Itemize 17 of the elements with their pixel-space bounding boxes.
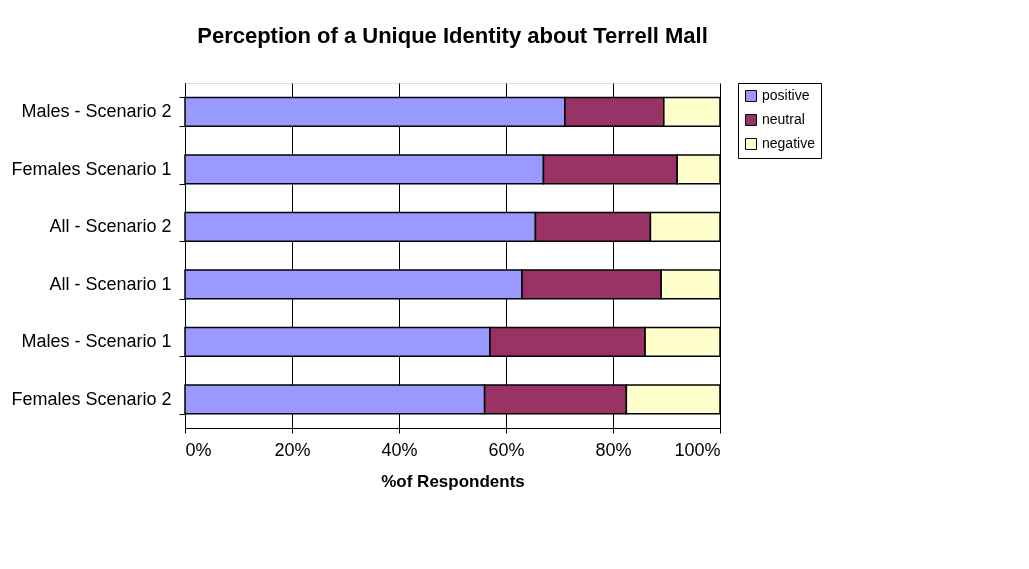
legend-label: positive: [762, 87, 810, 103]
legend-label: negative: [762, 135, 816, 151]
y-tick-label: Females Scenario 2: [11, 388, 172, 409]
y-tick-label: Males - Scenario 1: [21, 331, 172, 352]
y-tick-label: All - Scenario 2: [49, 216, 172, 237]
x-tick-label: 40%: [381, 439, 418, 460]
x-axis-title: %of Respondents: [381, 471, 525, 491]
legend-label: neutral: [762, 111, 805, 127]
chart-title: Perception of a Unique Identity about Terrell Mall: [197, 23, 708, 48]
y-tick-label: All - Scenario 1: [49, 273, 172, 294]
x-tick-label: 100%: [674, 439, 721, 460]
y-tick-label: Females Scenario 1: [11, 158, 172, 179]
x-tick-label: 60%: [488, 439, 525, 460]
x-tick-label: 0%: [185, 439, 212, 460]
y-tick-label: Males - Scenario 2: [21, 101, 172, 122]
x-tick-label: 80%: [595, 439, 632, 460]
x-tick-label: 20%: [274, 439, 311, 460]
